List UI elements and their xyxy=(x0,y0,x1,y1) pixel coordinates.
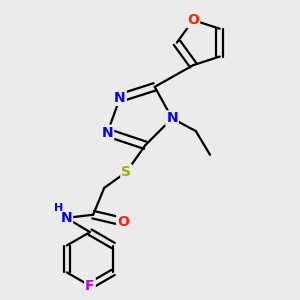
Text: O: O xyxy=(117,215,129,229)
Text: N: N xyxy=(61,211,72,225)
Text: S: S xyxy=(121,165,131,179)
Text: O: O xyxy=(187,13,199,27)
Text: N: N xyxy=(114,91,126,105)
Text: H: H xyxy=(54,203,63,213)
Text: N: N xyxy=(102,126,113,140)
Text: N: N xyxy=(166,111,178,125)
Text: F: F xyxy=(85,279,95,293)
